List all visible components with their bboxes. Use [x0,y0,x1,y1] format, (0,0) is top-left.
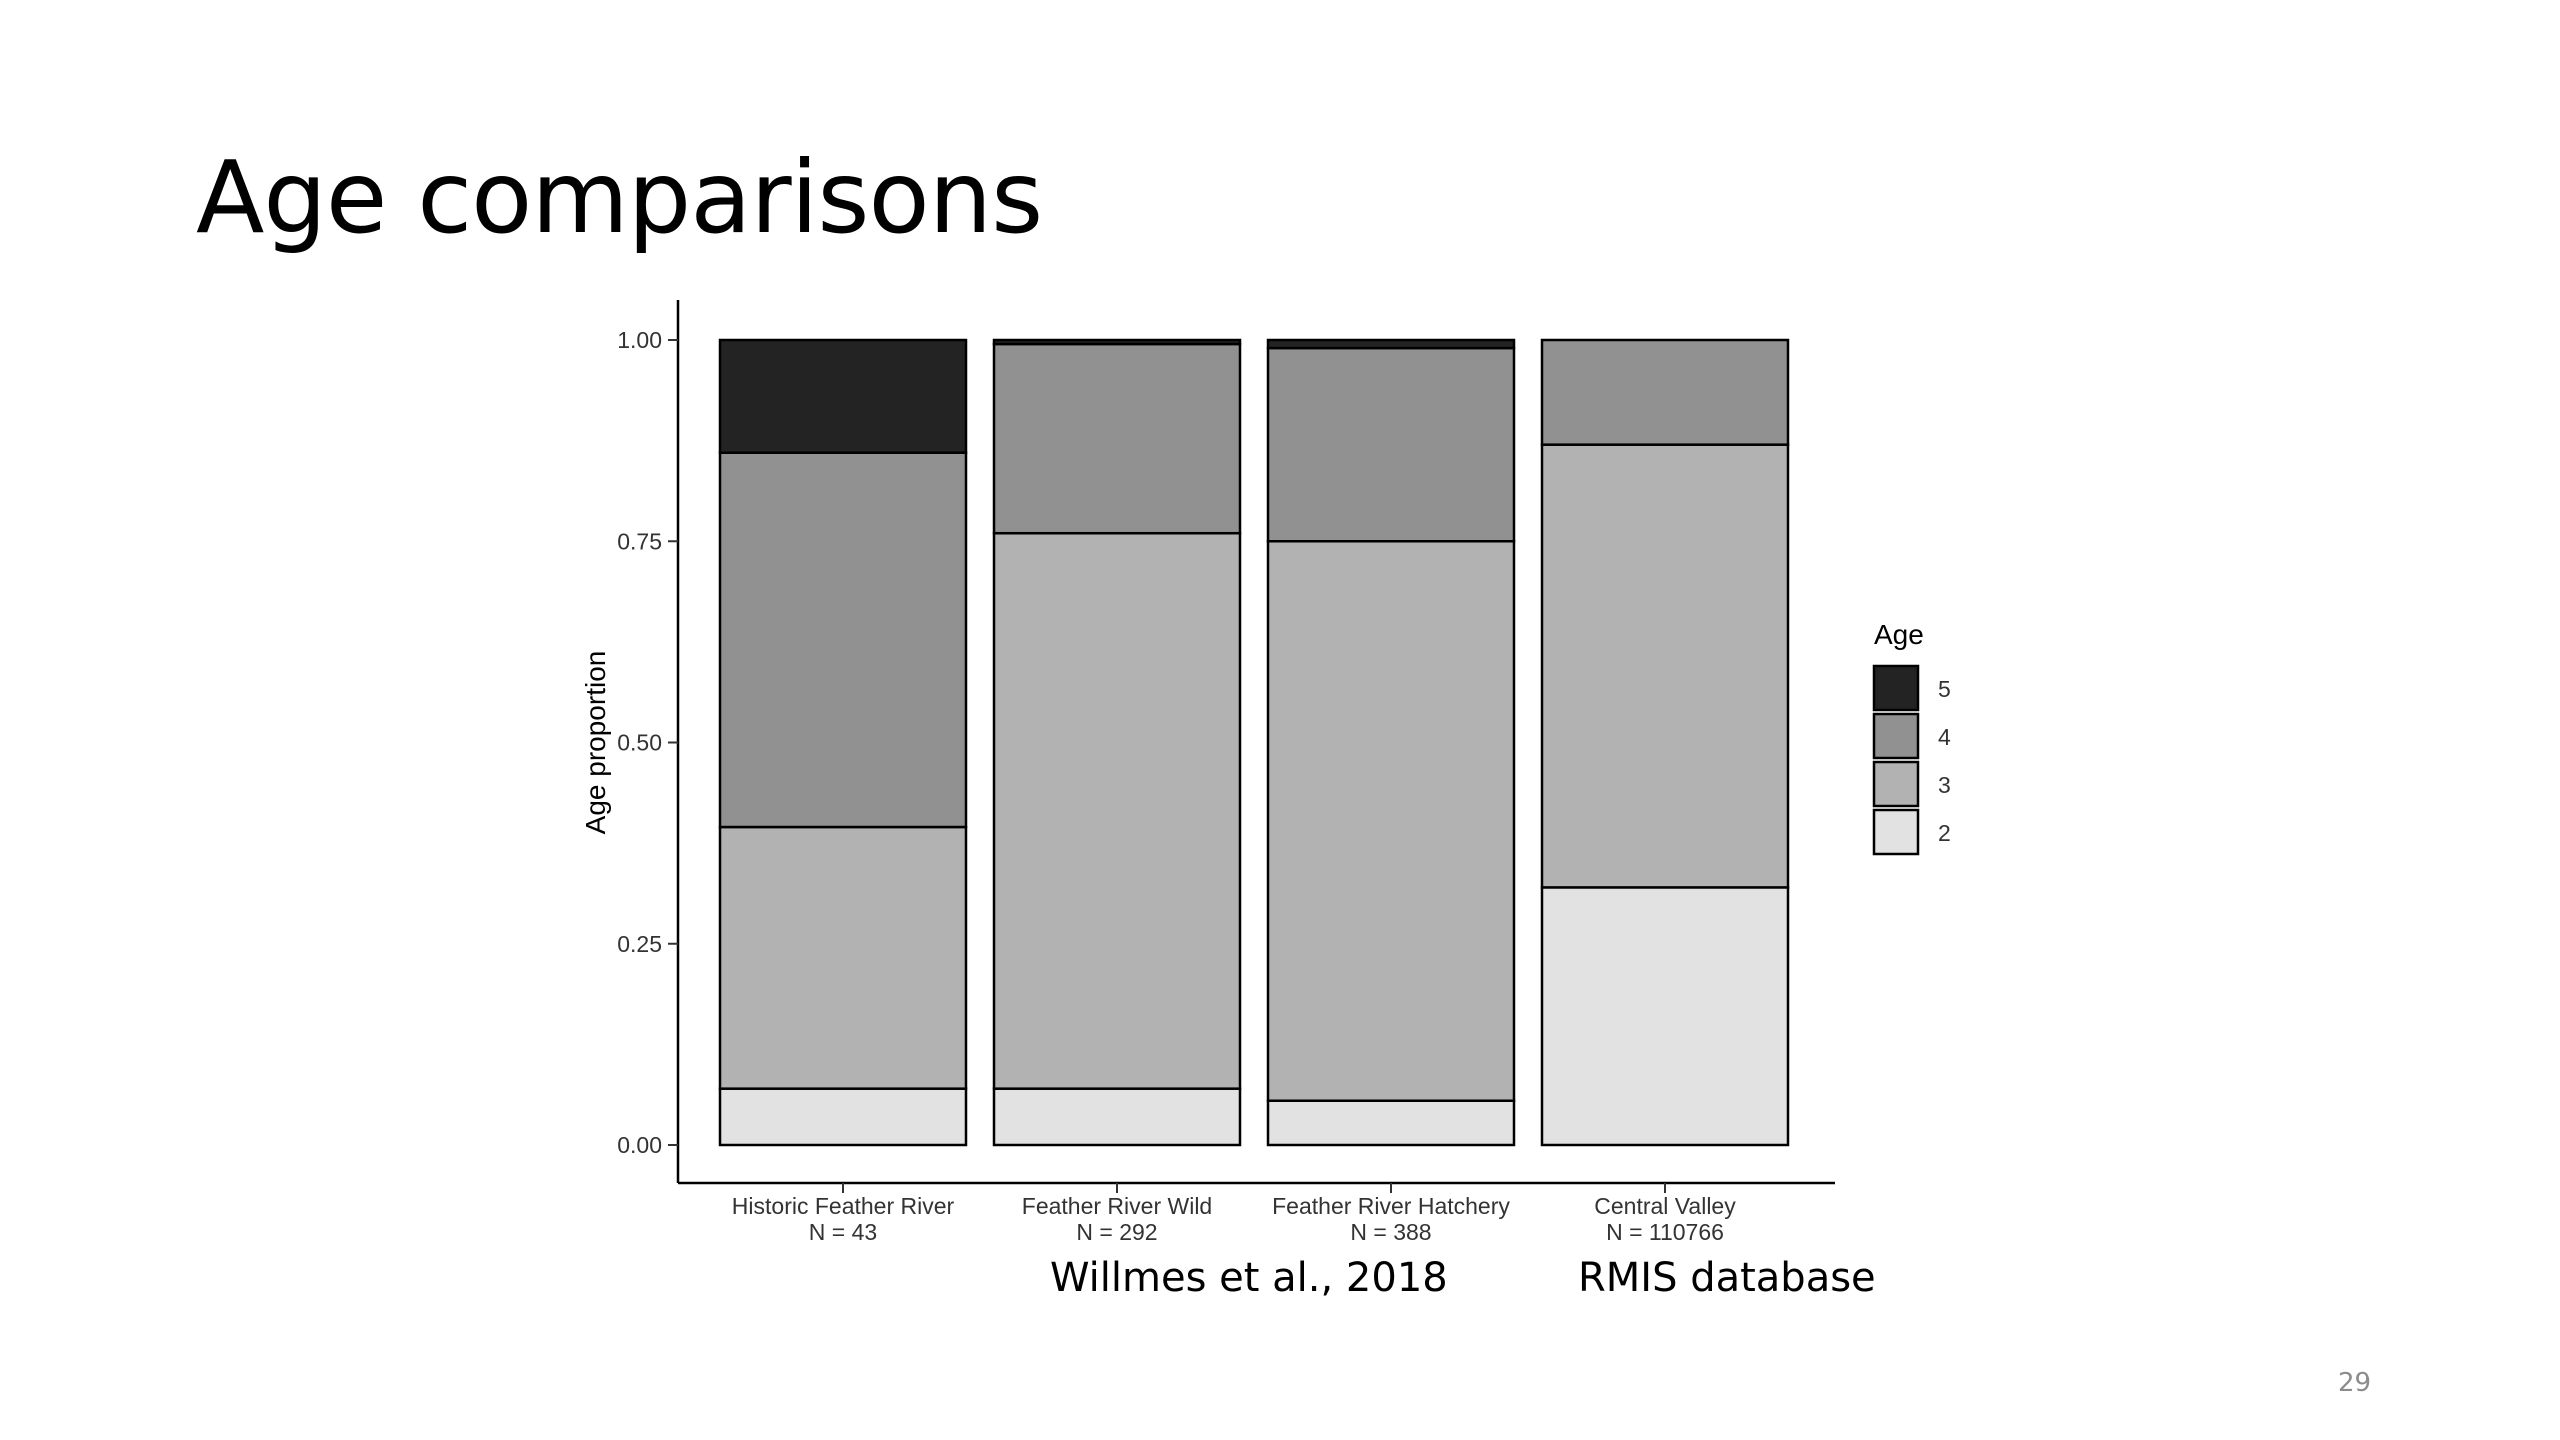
x-tick-label: Feather River Wild [1022,1193,1212,1219]
x-tick-label: Central Valley [1594,1193,1736,1219]
bar-segment-age-3 [992,531,1242,1090]
bar-segment-age-5 [1266,338,1516,350]
bar-segment-age-2 [718,1087,968,1147]
legend-key-age-2 [1872,808,1920,856]
y-axis-title: Age proportion [580,651,611,835]
legend-title: Age [1874,619,1924,650]
bar-segment-age-4 [718,451,968,829]
bar-stack [1540,338,1790,1147]
bar-segment-age-4 [992,342,1242,535]
y-tick-label: 0.00 [617,1132,662,1158]
legend-key-age-3 [1872,760,1920,808]
chart-bars [718,338,1790,1147]
legend-key-age-4 [1872,712,1920,760]
bar-segment-age-2 [992,1087,1242,1147]
legend-key-age-5 [1872,664,1920,712]
x-tick-sublabel: N = 43 [809,1219,877,1245]
y-tick-label: 0.50 [617,730,662,756]
y-tick-label: 0.75 [617,528,662,554]
legend-label: 5 [1938,676,1951,702]
chart-axes: 0.00 0.25 0.50 0.75 1.00 Age proportion Histor… [580,300,1835,1245]
y-tick-label: 0.25 [617,931,662,957]
x-tick-sublabel: N = 110766 [1606,1219,1724,1245]
legend-label: 3 [1938,772,1951,798]
slide-title: Age comparisons [196,139,1043,256]
legend-label: 2 [1938,820,1951,846]
bar-segment-age-3 [718,825,968,1090]
bar-segment-age-2 [1540,886,1790,1147]
bar-segment-age-3 [1540,443,1790,889]
bar-segment-age-3 [1266,540,1516,1102]
chart-legend: Age 5 4 3 2 [1872,619,1951,856]
bar-stack [718,338,968,1147]
x-tick-label: Feather River Hatchery [1272,1193,1510,1219]
bar-segment-age-2 [1266,1099,1516,1147]
bar-segment-age-5 [992,338,1242,346]
bar-stack [1266,338,1516,1147]
x-tick-sublabel: N = 388 [1350,1219,1431,1245]
bar-stack [992,338,1242,1147]
y-tick-label: 1.00 [617,327,662,353]
bar-segment-age-4 [1266,346,1516,543]
database-caption: RMIS database [1578,1255,1876,1301]
x-tick-sublabel: N = 292 [1076,1219,1157,1245]
legend-label: 4 [1938,724,1951,750]
bar-segment-age-4 [1540,338,1790,446]
citation-caption: Willmes et al., 2018 [1050,1255,1448,1301]
bar-segment-age-5 [718,338,968,454]
x-tick-label: Historic Feather River [732,1193,955,1219]
slide-number: 29 [2338,1368,2372,1398]
